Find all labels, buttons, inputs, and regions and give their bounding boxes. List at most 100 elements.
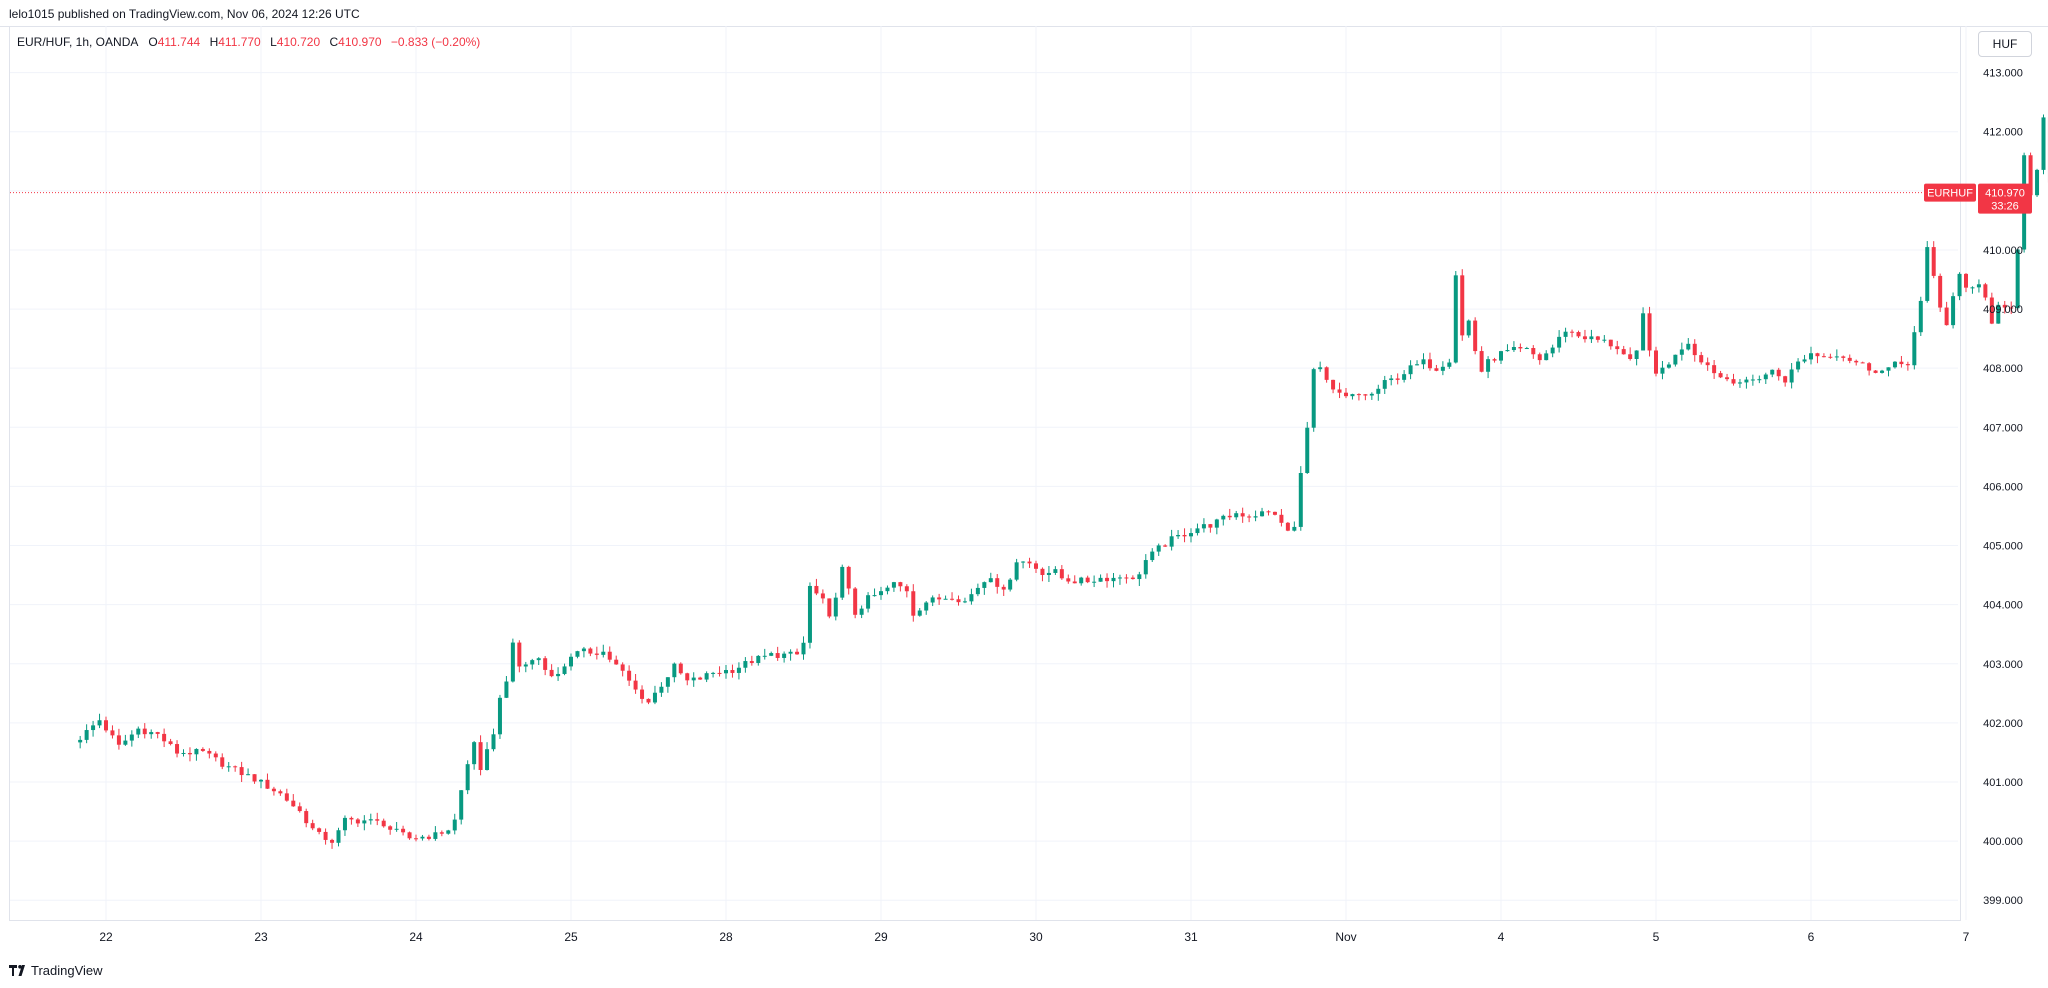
- candle-body: [879, 591, 883, 596]
- candle-body: [1821, 356, 1826, 358]
- candle-body: [233, 766, 238, 768]
- candle-body: [756, 655, 761, 663]
- candle-body: [898, 582, 903, 587]
- candle-body: [1421, 359, 1426, 365]
- candle-body: [523, 664, 528, 667]
- candle-body: [1802, 359, 1807, 362]
- candle-body: [1376, 388, 1381, 394]
- legend-high: 411.770: [218, 35, 261, 49]
- candle-body: [1757, 379, 1762, 381]
- candle-body: [549, 669, 554, 677]
- candle-body: [1828, 356, 1833, 358]
- candle-body: [239, 767, 244, 776]
- candle-body: [924, 602, 929, 611]
- candle-body: [97, 720, 102, 726]
- candle-body: [1234, 513, 1239, 518]
- candle-body: [1550, 347, 1555, 354]
- candle-body: [1783, 376, 1788, 383]
- candle-body: [698, 677, 703, 680]
- candle-body: [1641, 313, 1646, 351]
- candle-body: [1763, 374, 1768, 380]
- currency-button[interactable]: HUF: [1978, 31, 2032, 57]
- x-tick-label: 4: [1498, 930, 1505, 944]
- candle-body: [1666, 364, 1671, 368]
- candle-body: [1537, 354, 1542, 361]
- candle-body: [569, 656, 573, 667]
- candle-body: [1079, 577, 1084, 584]
- candle-body: [181, 752, 186, 754]
- candle-body: [1137, 574, 1142, 580]
- candle-body: [1589, 336, 1594, 340]
- candle-body: [1654, 350, 1658, 374]
- candle-body: [1014, 562, 1019, 580]
- candle-body: [116, 735, 121, 745]
- candle-body: [2035, 169, 2040, 196]
- x-tick-label: 24: [409, 930, 423, 944]
- candle-body: [1266, 511, 1271, 513]
- candle-body: [1841, 356, 1846, 358]
- candle-body: [2009, 307, 2014, 309]
- candle-body: [1925, 247, 1930, 301]
- candle-body: [1402, 374, 1407, 380]
- candle-body: [536, 658, 541, 661]
- candle-body: [1150, 551, 1155, 561]
- candle-body: [1608, 339, 1613, 347]
- candle-body: [91, 725, 96, 731]
- candle-body: [504, 681, 509, 698]
- candle-body: [1305, 427, 1310, 474]
- legend-high-key: H: [209, 35, 219, 49]
- candle-body: [1976, 284, 1981, 288]
- candle-body: [175, 744, 180, 754]
- last-price-tag: EURHUF 410.970 33:26: [1924, 183, 2032, 214]
- candle-body: [1208, 524, 1213, 528]
- candle-body: [1847, 357, 1852, 361]
- candle-body: [2002, 304, 2007, 308]
- x-tick-label: 30: [1029, 930, 1043, 944]
- candle-body: [672, 663, 677, 678]
- footer-brand-text: TradingView: [31, 963, 103, 978]
- candle-body: [1996, 304, 2001, 324]
- candle-body: [472, 742, 477, 765]
- candle-body: [220, 757, 225, 767]
- candle-body: [795, 651, 800, 655]
- candle-body: [452, 819, 457, 831]
- candle-body: [607, 651, 612, 660]
- candle-body: [807, 585, 812, 643]
- candle-body: [1931, 247, 1936, 276]
- candle-body: [368, 819, 373, 821]
- candle-body: [252, 774, 257, 782]
- candle-body: [355, 819, 360, 824]
- candle-body: [627, 670, 632, 681]
- candle-body: [1027, 561, 1032, 564]
- candle-body: [1318, 367, 1323, 370]
- time-axis[interactable]: 22 23 24 25 28 29 30 31 Nov 4 5 6 7: [99, 930, 1969, 944]
- candle-body: [801, 642, 806, 655]
- candle-body: [1679, 349, 1684, 355]
- grid-lines: [10, 26, 1967, 920]
- candle-body: [1989, 297, 1994, 324]
- candle-body: [640, 689, 645, 699]
- candle-body: [1356, 394, 1361, 396]
- candle-body: [1292, 526, 1297, 531]
- candlestick-chart[interactable]: 399.000 400.000 401.000 402.000 403.000 404.0…: [0, 0, 2048, 960]
- candle-body: [1511, 347, 1516, 351]
- candle-body: [136, 728, 141, 735]
- candle-body: [1809, 353, 1813, 360]
- symbol-tag: EURHUF: [1927, 188, 1973, 200]
- candle-body: [1750, 379, 1755, 381]
- candle-body: [401, 828, 406, 833]
- candle-body: [1899, 361, 1904, 365]
- candle-body: [129, 734, 134, 741]
- candle-body: [510, 642, 515, 682]
- candle-body: [265, 779, 270, 789]
- candle-body: [1085, 577, 1090, 583]
- candle-body: [407, 832, 412, 839]
- price-axis[interactable]: 399.000 400.000 401.000 402.000 403.000 404.0…: [1983, 68, 2023, 908]
- candle-body: [717, 672, 722, 674]
- candle-body: [1834, 356, 1839, 358]
- candle-body: [814, 585, 819, 594]
- candle-body: [1111, 577, 1116, 582]
- candle-body: [1860, 362, 1865, 364]
- candle-body: [1544, 353, 1549, 361]
- candle-body: [1105, 577, 1110, 582]
